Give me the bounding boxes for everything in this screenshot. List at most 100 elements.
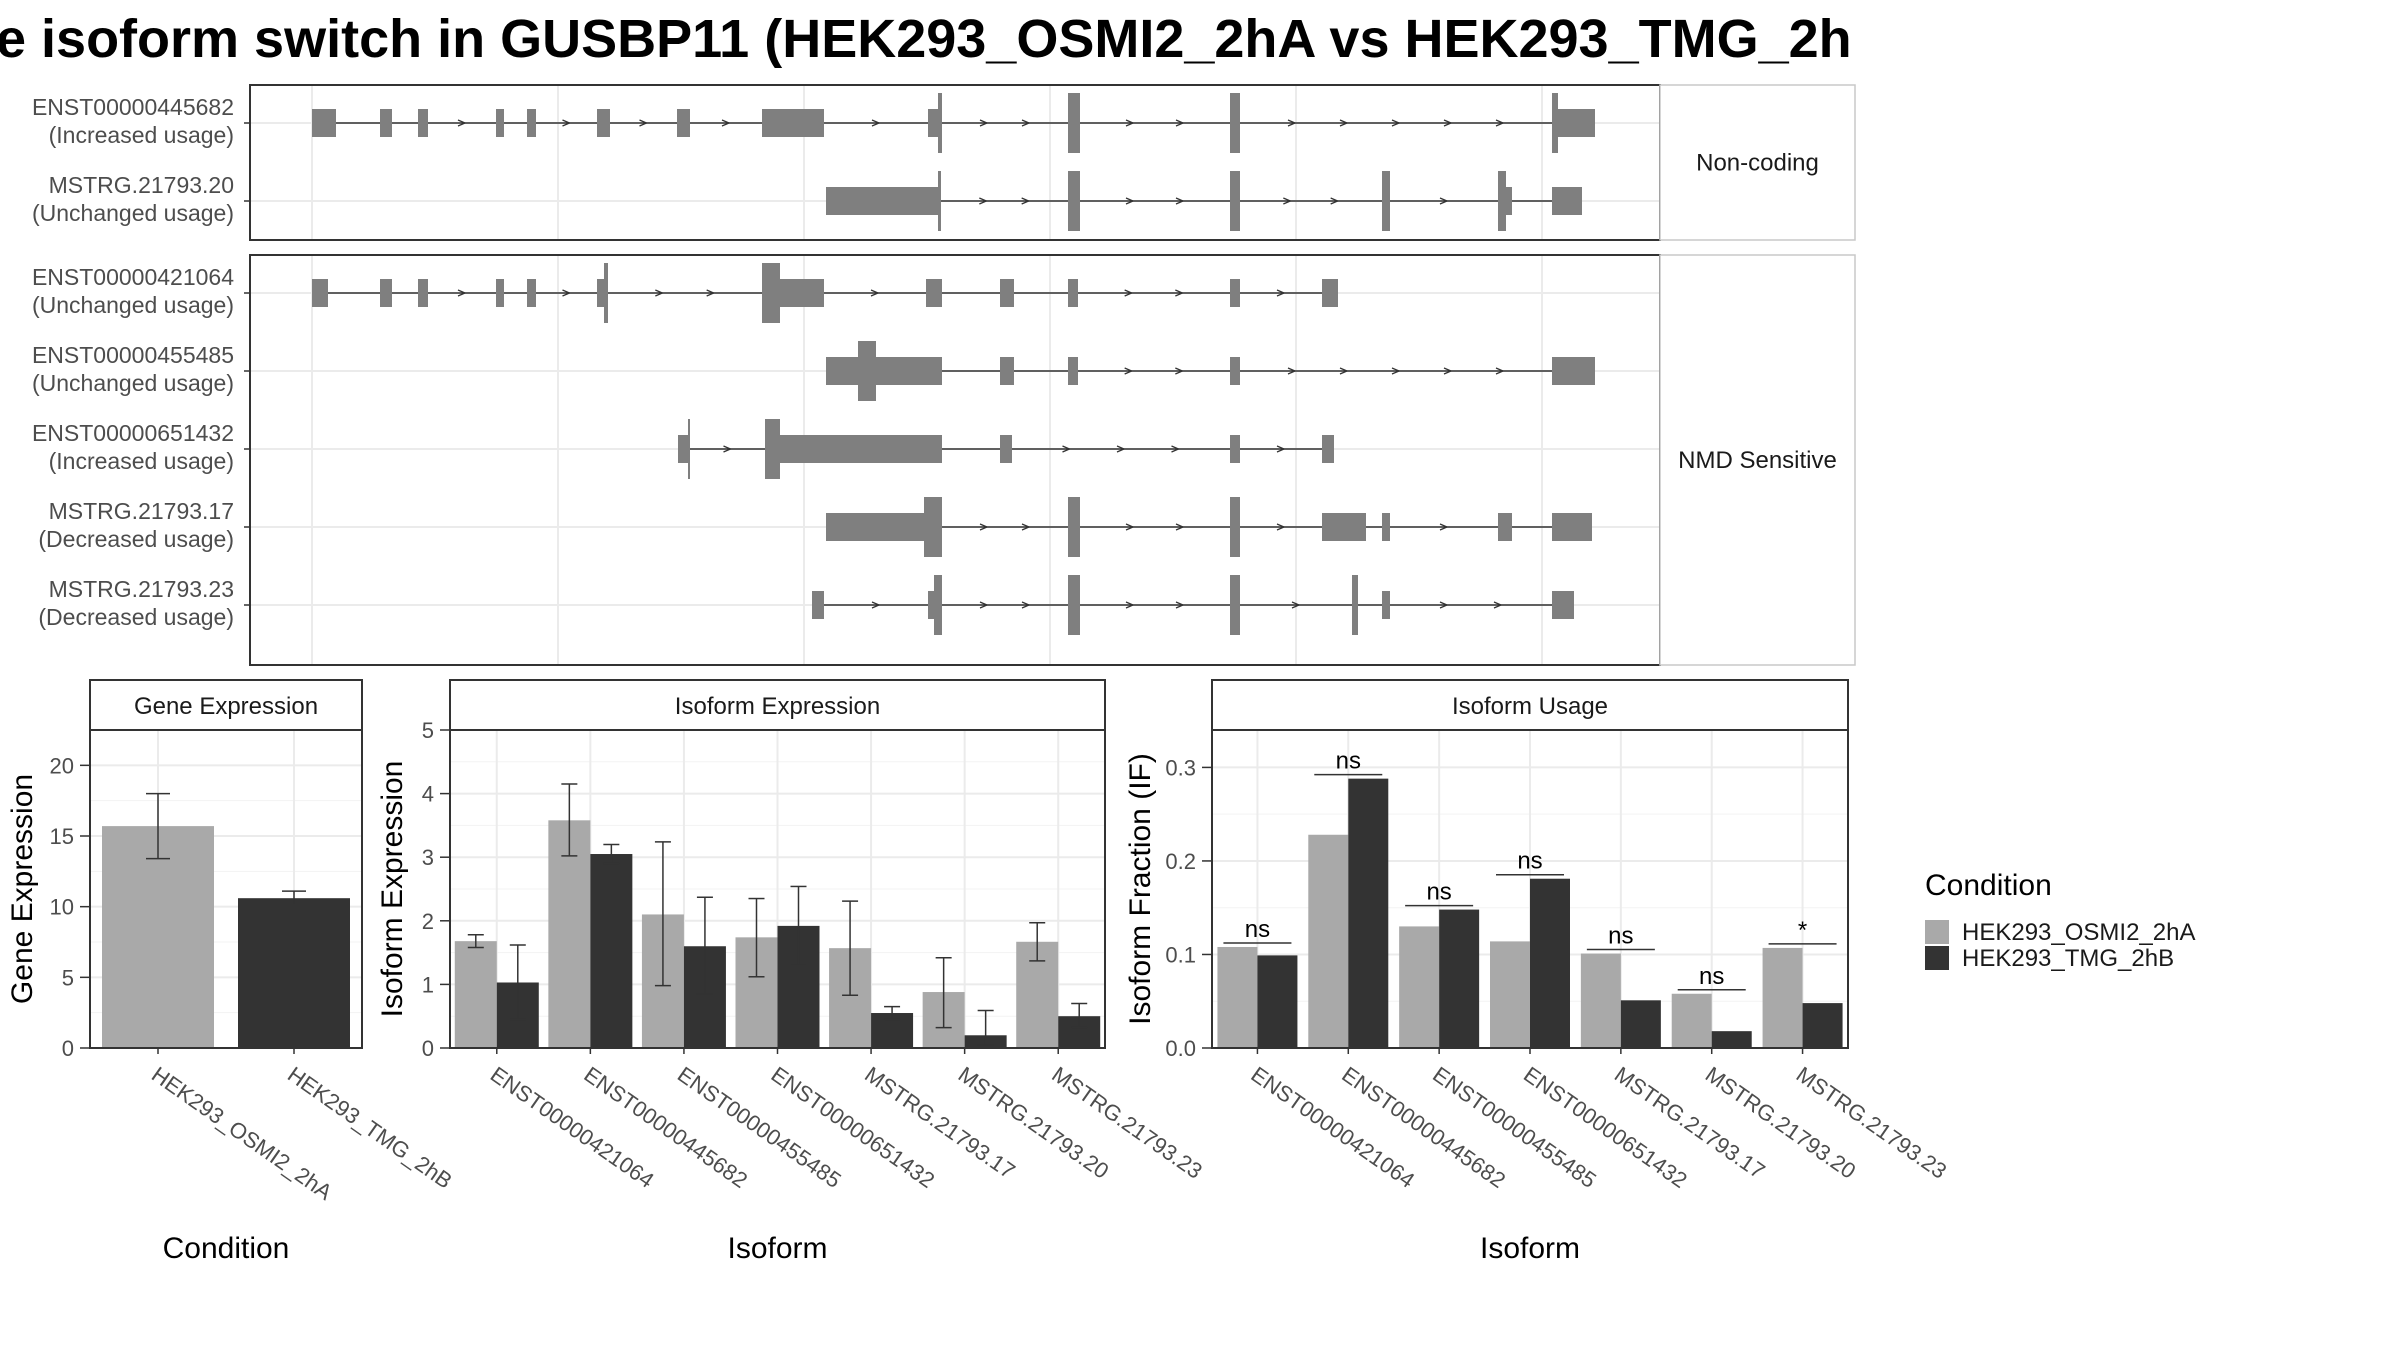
bar bbox=[1439, 909, 1480, 1048]
exon-block bbox=[604, 263, 608, 323]
x-tick-label: MSTRG.21793.17 bbox=[1610, 1062, 1770, 1184]
bar bbox=[1580, 953, 1621, 1048]
exon-block bbox=[812, 591, 824, 619]
exon-block bbox=[780, 279, 824, 307]
direction-arrow bbox=[1495, 119, 1505, 127]
direction-arrow bbox=[979, 197, 988, 205]
bar bbox=[454, 941, 497, 1048]
exon-block bbox=[312, 109, 336, 137]
direction-arrow bbox=[655, 289, 664, 297]
legend-swatch bbox=[1925, 920, 1949, 944]
exon-block bbox=[597, 109, 610, 137]
y-tick-label: 5 bbox=[422, 718, 434, 743]
bar bbox=[1711, 1031, 1752, 1048]
legend-item-label: HEK293_OSMI2_2hA bbox=[1962, 919, 2195, 946]
direction-arrow bbox=[562, 119, 572, 127]
direction-arrow bbox=[979, 523, 989, 531]
exon-block bbox=[597, 279, 604, 307]
direction-arrow bbox=[1124, 289, 1134, 297]
y-tick-label: 0.2 bbox=[1165, 849, 1196, 874]
legend-title: Condition bbox=[1925, 869, 2052, 902]
direction-arrow bbox=[1391, 367, 1401, 375]
exon-block bbox=[1552, 357, 1595, 385]
significance-label: * bbox=[1798, 917, 1807, 944]
bar bbox=[1671, 993, 1712, 1048]
direction-arrow bbox=[1443, 367, 1453, 375]
exon-block bbox=[1230, 435, 1240, 463]
panel-title: Isoform Expression bbox=[675, 693, 880, 720]
direction-arrow bbox=[1062, 445, 1072, 453]
exon-block bbox=[380, 279, 392, 307]
y-tick-label: 5 bbox=[62, 965, 74, 990]
exon-block bbox=[1382, 591, 1390, 619]
y-tick-label: 3 bbox=[422, 845, 434, 870]
usage-label: (Unchanged usage) bbox=[32, 370, 234, 396]
transcript-label: ENST00000421064 bbox=[32, 264, 234, 290]
exon-block bbox=[1230, 497, 1240, 557]
transcript-label: ENST00000445682 bbox=[32, 94, 234, 120]
exon-block bbox=[1068, 575, 1080, 635]
direction-arrow bbox=[1021, 523, 1031, 531]
exon-block bbox=[1352, 575, 1358, 635]
bar bbox=[1490, 941, 1530, 1048]
x-tick-label: ENST00000445682 bbox=[579, 1062, 752, 1193]
bar bbox=[548, 820, 591, 1048]
bar bbox=[1399, 926, 1440, 1048]
exon-block bbox=[496, 279, 504, 307]
direction-arrow bbox=[979, 601, 989, 609]
figure-title: e isoform switch in GUSBP11 (HEK293_OSMI… bbox=[0, 9, 1852, 69]
direction-arrow bbox=[1443, 119, 1453, 127]
direction-arrow bbox=[457, 119, 467, 127]
facet-strip bbox=[1211, 679, 1849, 731]
exon-block bbox=[1068, 357, 1078, 385]
significance-label: ns bbox=[1245, 916, 1270, 943]
y-axis-title: Gene Expression bbox=[6, 774, 39, 1004]
exon-block bbox=[1000, 435, 1012, 463]
x-tick-label: ENST00000651432 bbox=[1519, 1062, 1692, 1193]
y-tick-label: 4 bbox=[422, 782, 434, 807]
direction-arrow bbox=[1021, 601, 1031, 609]
y-axis-title: Isoform Fraction (IF) bbox=[1124, 753, 1157, 1025]
y-tick-label: 10 bbox=[50, 895, 74, 920]
legend-item-label: HEK293_TMG_2hB bbox=[1962, 945, 2174, 972]
usage-label: (Increased usage) bbox=[49, 122, 234, 148]
exon-block bbox=[418, 279, 428, 307]
exon-block bbox=[826, 513, 924, 541]
bar bbox=[1620, 1000, 1661, 1048]
direction-arrow bbox=[1175, 289, 1184, 297]
exon-block bbox=[1552, 591, 1574, 619]
significance-label: ns bbox=[1608, 923, 1633, 950]
facet-strip bbox=[449, 679, 1106, 731]
x-tick-label: ENST00000421064 bbox=[1247, 1062, 1420, 1193]
exon-block bbox=[1322, 435, 1334, 463]
direction-arrow bbox=[1171, 445, 1181, 453]
transcript-label: ENST00000455485 bbox=[32, 342, 234, 368]
y-axis-title: Isoform Expression bbox=[376, 761, 409, 1018]
bar bbox=[1308, 834, 1349, 1048]
direction-arrow bbox=[1175, 197, 1185, 205]
exon-block bbox=[1382, 513, 1390, 541]
exon-block bbox=[876, 357, 942, 385]
x-axis-title: Isoform bbox=[1480, 1232, 1580, 1265]
facet-strip-label: NMD Sensitive bbox=[1678, 447, 1837, 474]
bar bbox=[1257, 955, 1298, 1048]
bar bbox=[102, 826, 214, 1048]
direction-arrow bbox=[457, 289, 467, 297]
direction-arrow bbox=[1175, 367, 1184, 375]
direction-arrow bbox=[1330, 197, 1340, 205]
bar bbox=[238, 898, 350, 1048]
exon-block bbox=[858, 341, 876, 401]
bar bbox=[1530, 878, 1570, 1048]
direction-arrow bbox=[1283, 197, 1292, 205]
exon-block bbox=[1552, 187, 1582, 215]
panel-title: Gene Expression bbox=[134, 693, 318, 720]
exon-block bbox=[1230, 575, 1240, 635]
direction-arrow bbox=[706, 289, 716, 297]
y-tick-label: 2 bbox=[422, 909, 434, 934]
direction-arrow bbox=[1276, 445, 1286, 453]
exon-block bbox=[1322, 513, 1366, 541]
exon-block bbox=[527, 279, 536, 307]
direction-arrow bbox=[1116, 445, 1126, 453]
y-tick-label: 0 bbox=[422, 1036, 434, 1061]
exon-block bbox=[1552, 93, 1558, 153]
